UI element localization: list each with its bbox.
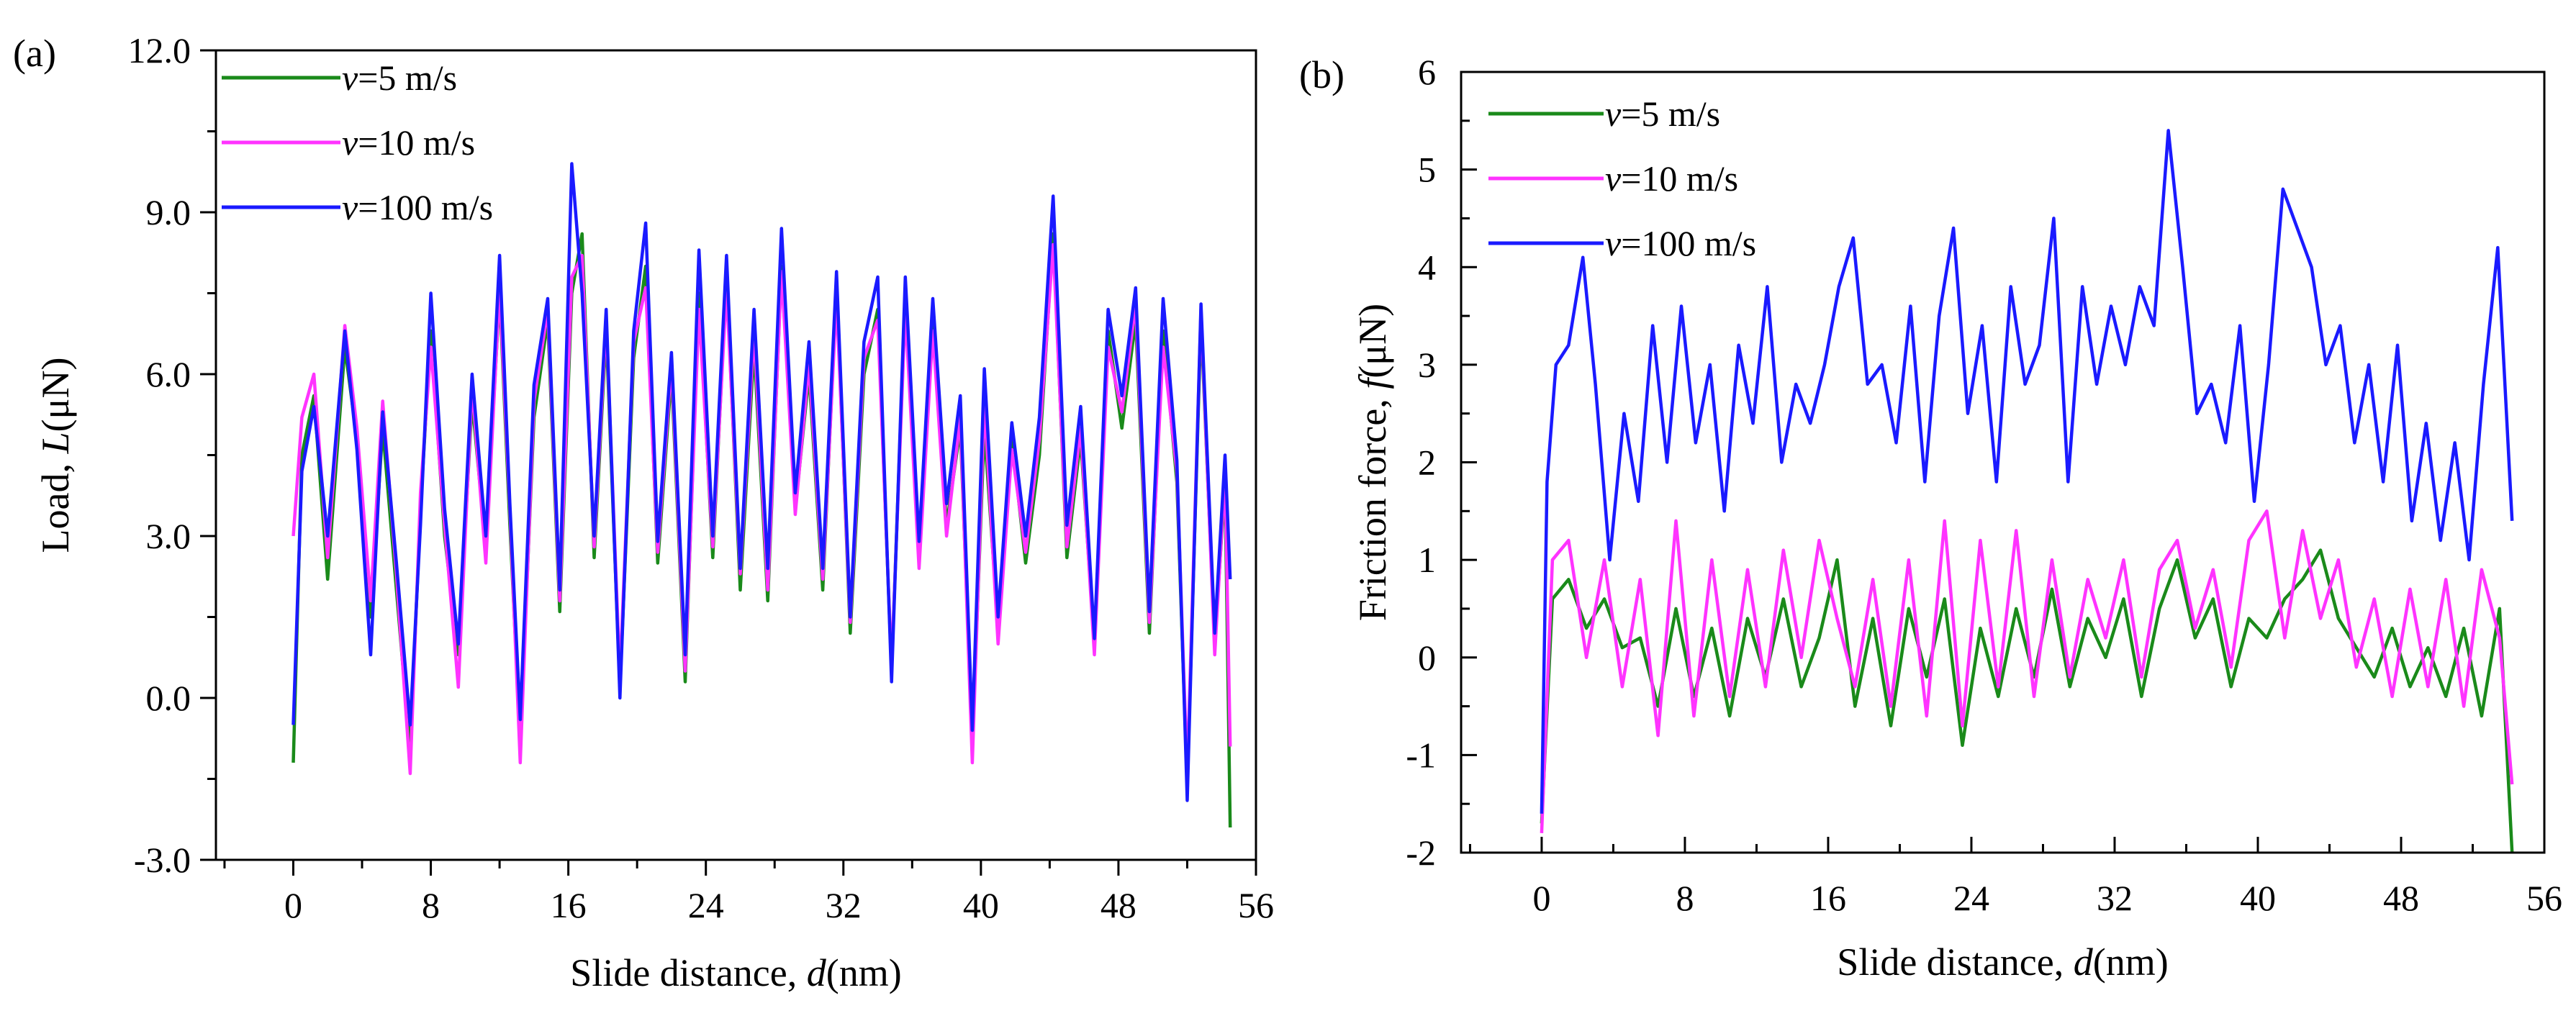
panel-label: (a) [13,32,56,75]
x-tick-label: 56 [2526,878,2562,918]
y-tick-label: 9.0 [146,192,191,232]
series-line-1 [1540,548,2514,853]
x-tick-label: 0 [284,885,302,925]
x-tick-label: 40 [963,885,999,925]
y-tick-label: 3 [1418,345,1436,385]
series-line-2 [1540,509,2514,833]
legend: v=5 m/s v=10 m/s v=100 m/s [222,58,493,227]
x-tick-label: 16 [551,885,587,925]
x-tick-label: 32 [2097,878,2133,918]
y-tick-label: 12.0 [128,30,191,71]
x-tick-label: 8 [422,885,440,925]
series-lines [1540,129,2514,853]
y-tick-label: 2 [1418,443,1436,483]
x-tick-label: 48 [1101,885,1136,925]
legend-label: v=10 m/s [342,122,475,163]
x-tick-label: 0 [1532,878,1550,918]
x-tick-label: 16 [1810,878,1846,918]
x-tick-label: 56 [1238,885,1274,925]
chart-panel-a: 0 8 16 24 32 40 48 56 -3.0 0.0 3.0 6.0 9.0 12.0 Slide … [13,30,1274,994]
y-tick-label: 4 [1418,247,1436,287]
series-lines [292,162,1232,828]
panel-label: (b) [1299,53,1345,96]
x-tick-label: 48 [2383,878,2419,918]
y-tick-label: 1 [1418,540,1436,580]
y-tick-label: 6.0 [146,354,191,394]
y-tick-label: 5 [1418,150,1436,190]
series-line-3 [292,162,1232,802]
y-axis-label: Friction force, f(μN) [1351,304,1394,621]
y-tick-label: -2 [1406,832,1436,873]
x-tick-label: 24 [1953,878,1989,918]
x-axis-label: Slide distance, d(nm) [1837,940,2168,984]
legend-label: v=100 m/s [1605,223,1756,263]
y-tick-label: 3.0 [146,516,191,556]
y-tick-label: 6 [1418,52,1436,92]
legend-label: v=5 m/s [342,58,457,98]
legend-label: v=100 m/s [342,187,493,227]
y-tick-label: 0.0 [146,678,191,718]
y-axis-label: Load, L(μN) [34,358,77,553]
x-tick-label: 24 [688,885,724,925]
y-tick-label: -1 [1406,735,1436,775]
y-tick-label: 0 [1418,637,1436,678]
x-tick-label: 40 [2240,878,2276,918]
x-axis-label: Slide distance, d(nm) [570,951,901,994]
y-tick-label: -3.0 [134,840,191,880]
legend-label: v=5 m/s [1605,94,1720,134]
series-line-3 [1540,129,2514,814]
legend: v=5 m/s v=10 m/s v=100 m/s [1488,94,1756,263]
x-tick-label: 32 [826,885,862,925]
x-tick-label: 8 [1676,878,1694,918]
legend-label: v=10 m/s [1605,158,1738,199]
